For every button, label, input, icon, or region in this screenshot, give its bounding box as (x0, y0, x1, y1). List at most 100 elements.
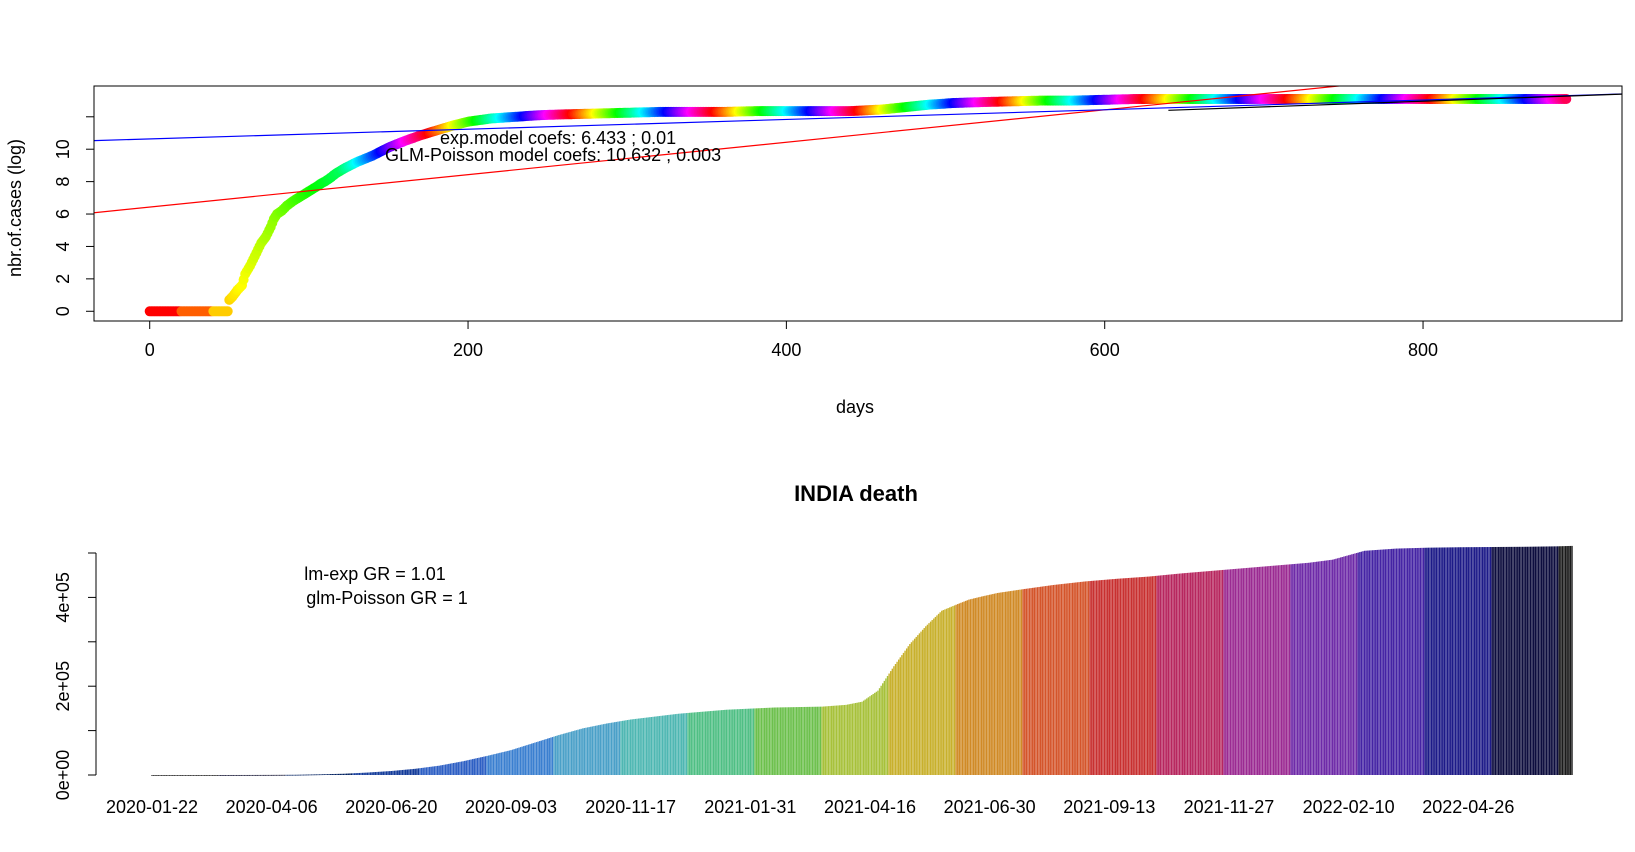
bar (1539, 546, 1541, 775)
bar (1044, 586, 1047, 775)
bar (484, 756, 487, 775)
bar (1253, 567, 1256, 775)
bar (835, 705, 838, 775)
bar (561, 734, 563, 775)
bar (698, 712, 700, 775)
bar (269, 774, 271, 776)
bar (575, 730, 578, 775)
bar (1156, 575, 1158, 775)
bar (1174, 574, 1176, 775)
bar (618, 721, 621, 775)
bar (1271, 565, 1273, 775)
bar (961, 602, 964, 775)
bar (213, 775, 215, 776)
bar (1197, 571, 1200, 775)
bar (1079, 581, 1082, 775)
bar (247, 774, 249, 776)
chart-1-x-axis: 0 200 400 600 800 (145, 320, 1438, 360)
bar (444, 764, 447, 775)
bar (358, 772, 361, 775)
bar (314, 774, 316, 776)
bar (966, 600, 968, 775)
bar (1547, 546, 1549, 775)
bar (1055, 584, 1058, 775)
bar (441, 765, 444, 775)
bar (644, 717, 646, 775)
bar (756, 708, 758, 775)
bar (1296, 563, 1299, 775)
bar (1339, 557, 1342, 775)
bar (1046, 585, 1048, 775)
bar (754, 708, 756, 775)
bar (181, 775, 184, 776)
bar (582, 728, 584, 775)
bar (677, 713, 680, 775)
bar (1450, 547, 1452, 775)
bar (551, 737, 554, 775)
bar (628, 719, 630, 775)
bar (162, 775, 164, 776)
bar (1362, 551, 1364, 775)
bar (1300, 563, 1302, 775)
bar (896, 661, 898, 775)
bar (293, 774, 295, 776)
bar (885, 678, 887, 775)
bar (1346, 555, 1348, 775)
x-tick-label: 2021-04-16 (824, 797, 916, 817)
bar (479, 757, 482, 775)
chart-1-glm-poisson-annotation: GLM-Poisson model coefs: 10.632 ; 0.003 (385, 145, 721, 165)
bar (1068, 583, 1071, 775)
bar (1466, 547, 1468, 775)
bar (392, 770, 394, 775)
bar (617, 721, 619, 775)
bar (800, 707, 803, 775)
bar (446, 764, 448, 775)
bar (704, 711, 707, 775)
bar (725, 709, 728, 775)
bar (614, 722, 616, 775)
bar (208, 775, 211, 776)
x-tick-label: 2021-11-27 (1184, 797, 1275, 817)
bar (1456, 547, 1458, 775)
bar (1528, 546, 1530, 775)
bar (302, 774, 305, 776)
bar (1475, 547, 1477, 775)
bar (1001, 592, 1004, 775)
bar (1028, 588, 1031, 775)
bar (318, 774, 321, 776)
bar (1182, 573, 1184, 775)
bar (1333, 559, 1335, 775)
bar (369, 772, 372, 775)
bar (521, 746, 523, 775)
bar (1252, 567, 1254, 775)
bar (974, 598, 976, 775)
bar (661, 715, 664, 775)
bar (195, 775, 198, 776)
bar (412, 768, 415, 775)
bar (322, 774, 324, 776)
chart-2-title: INDIA death (794, 481, 918, 506)
bar (277, 774, 279, 776)
bar (1134, 577, 1136, 775)
bar (1571, 545, 1573, 775)
bar (703, 711, 705, 775)
bar (569, 731, 571, 775)
bar (1158, 575, 1160, 775)
bar (1145, 576, 1147, 775)
bar (1114, 578, 1117, 775)
bar (1478, 547, 1481, 775)
bar (306, 774, 308, 776)
bar (1217, 570, 1219, 775)
bar (539, 741, 541, 775)
bar (1099, 580, 1101, 775)
bar (1228, 569, 1230, 775)
bar (792, 707, 795, 775)
bar (398, 770, 400, 775)
x-tick-label: 2022-04-26 (1422, 797, 1514, 817)
bar (1237, 568, 1240, 775)
bar (497, 753, 499, 775)
bar (464, 760, 466, 775)
bar (251, 774, 254, 776)
bar (1201, 571, 1203, 775)
